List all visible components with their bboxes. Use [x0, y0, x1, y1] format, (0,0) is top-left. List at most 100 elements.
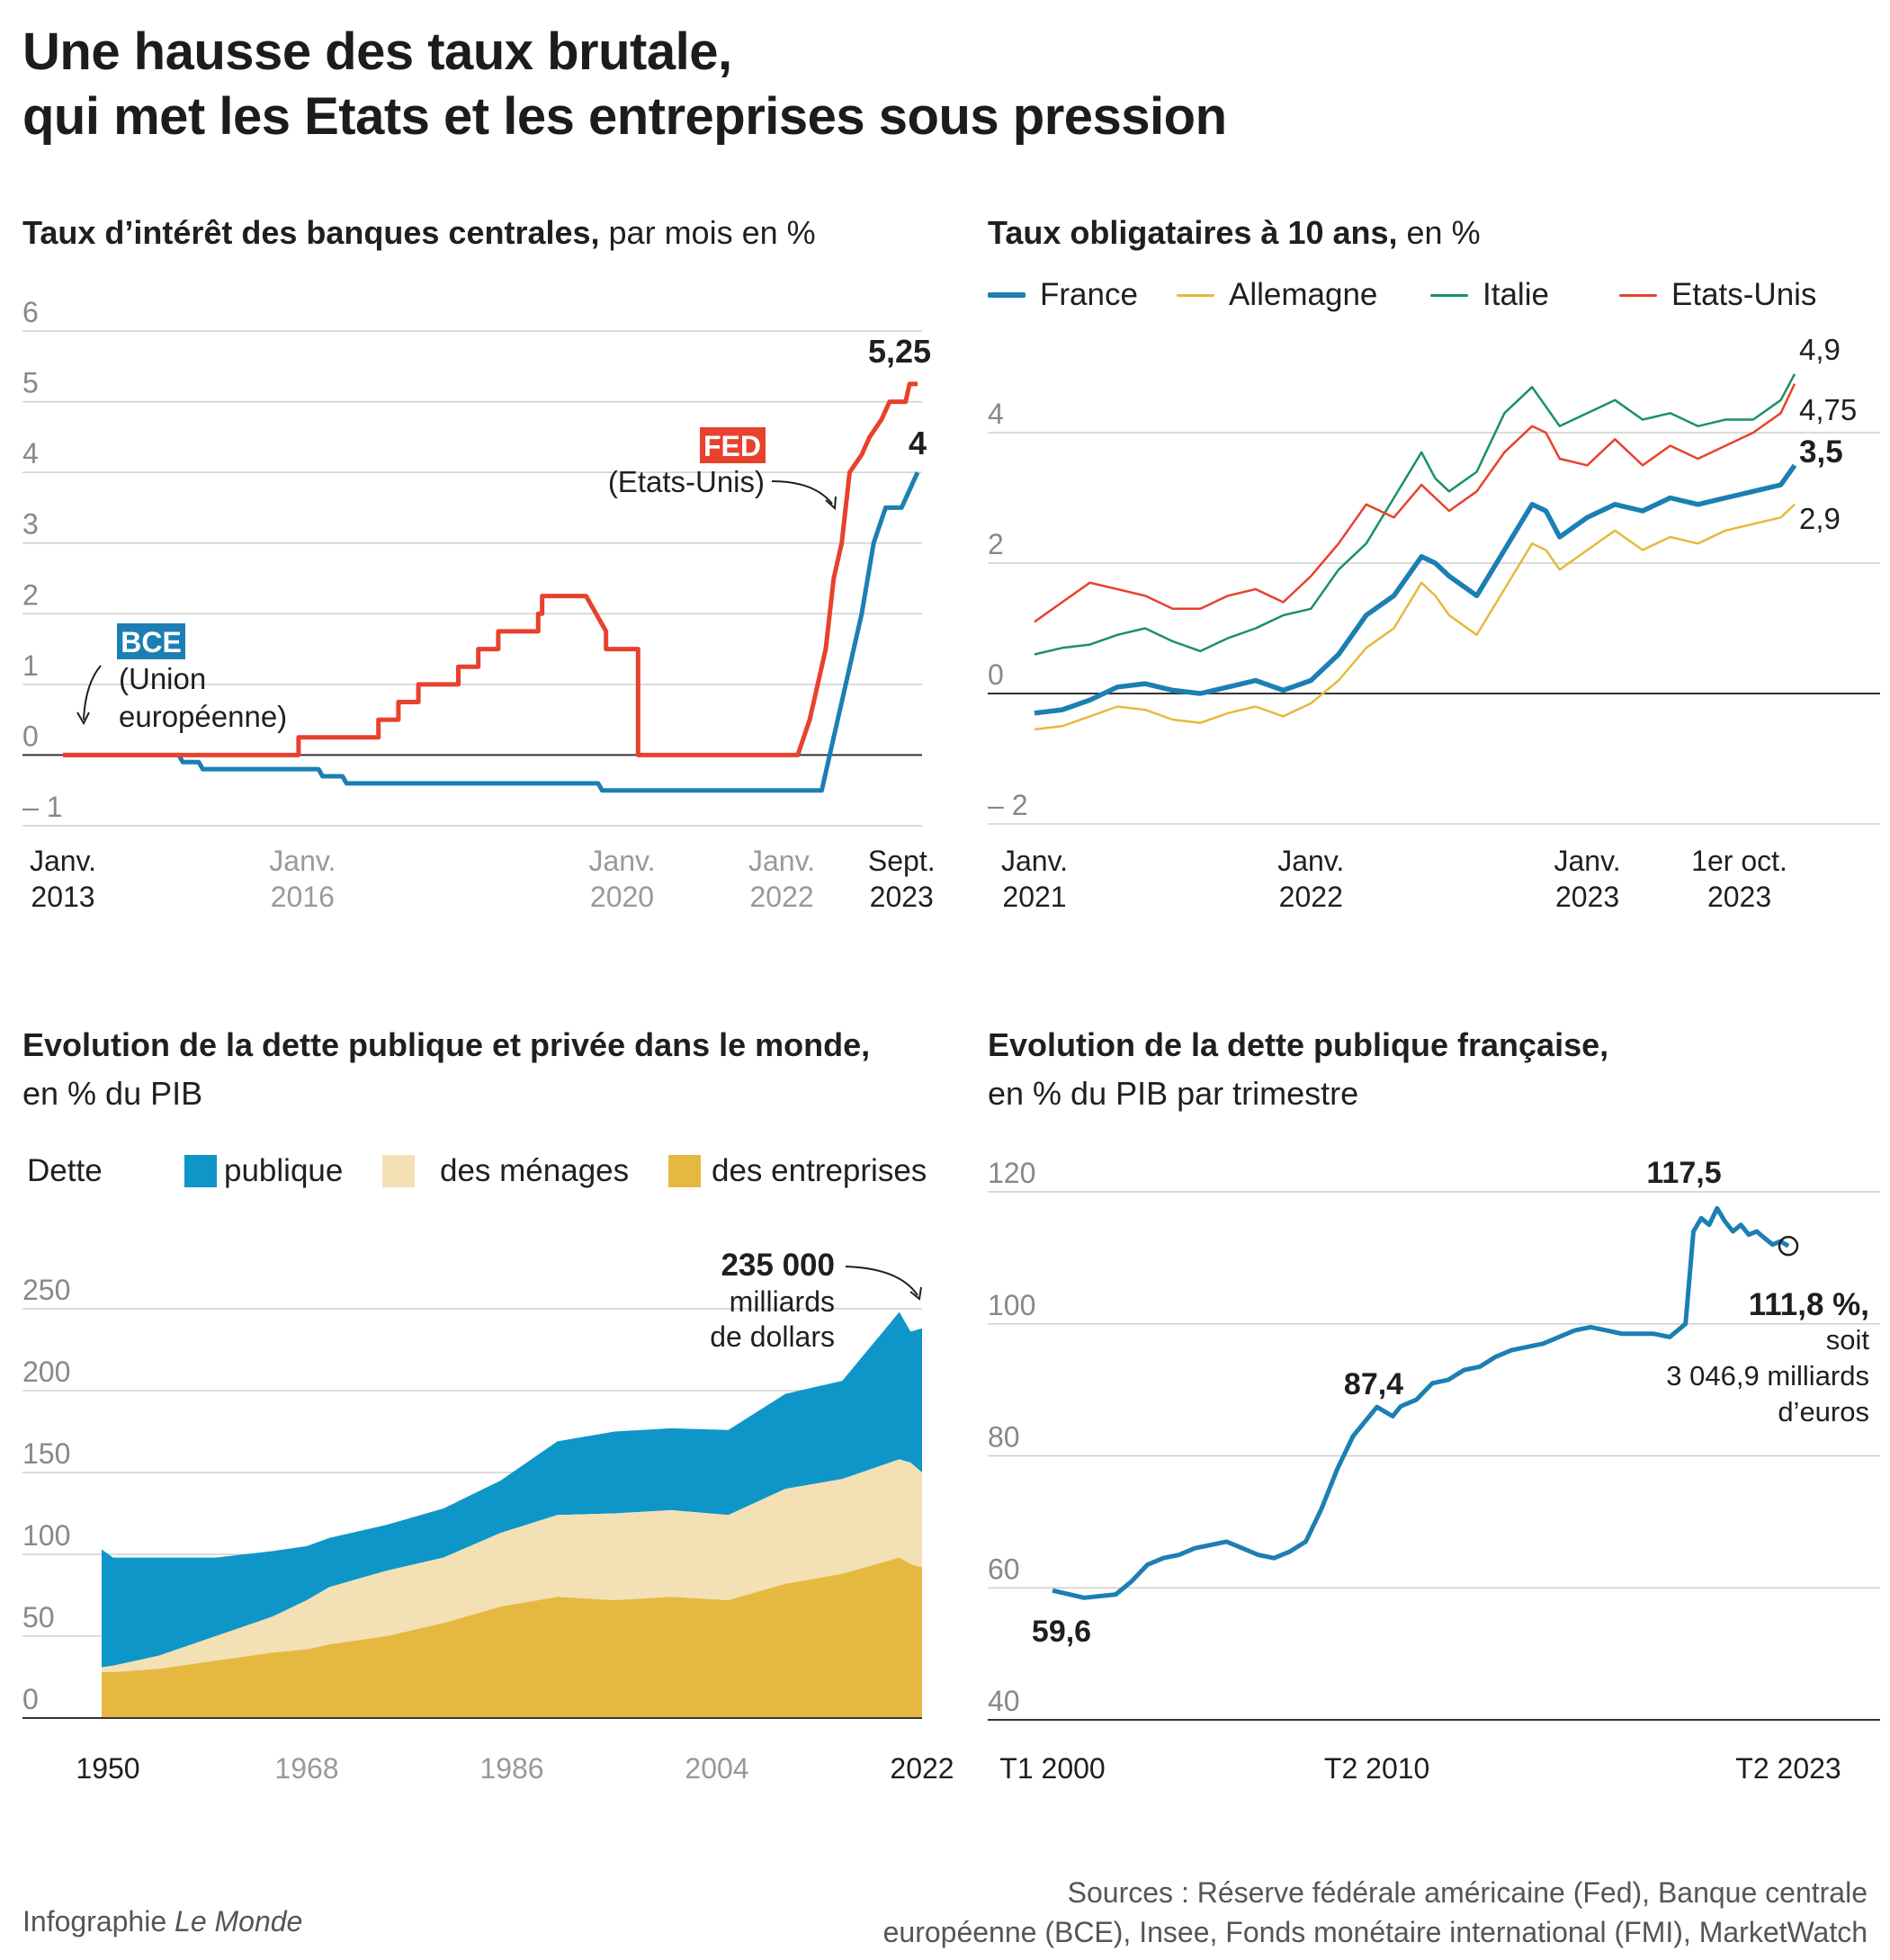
p1-x-tick-label: 2013 [31, 881, 94, 913]
p4-y-tick-label: 120 [988, 1157, 1035, 1189]
bce-annotation-arrow [83, 665, 102, 720]
p3-y-tick-label: 200 [22, 1356, 70, 1388]
legend-item-entreprises: des entreprises [668, 1153, 927, 1189]
etats-unis-end-label: 4,75 [1799, 393, 1857, 426]
debt-annotation-arrowhead [909, 1286, 922, 1301]
p1-x-tick-label: 2023 [870, 881, 934, 913]
fed-end-label: 5,25 [868, 333, 931, 370]
p1-y-tick-label: 5 [22, 367, 39, 399]
debt-annotation-unit: milliards [730, 1285, 835, 1318]
panel2-title-bold: Taux obligataires à 10 ans, [988, 214, 1398, 251]
p1-x-tick-label: Janv. [748, 845, 815, 877]
panel4-title: Evolution de la dette publique française… [988, 1021, 1608, 1118]
title-line-2: qui met les Etats et les entreprises sou… [22, 87, 1227, 146]
p4-x-tick-label: T1 2000 [999, 1752, 1105, 1785]
legend-swatch-italie [1430, 293, 1468, 297]
p1-x-tick-label: Janv. [588, 845, 655, 877]
bce-label-box [117, 623, 185, 659]
debt-annotation-unit: de dollars [710, 1320, 835, 1353]
p4-y-tick-label: 40 [988, 1685, 1020, 1717]
sources: Sources : Réserve fédérale américaine (F… [883, 1873, 1868, 1952]
p2-y-tick-label: 2 [988, 528, 1004, 560]
legend-item-etats-unis: Etats-Unis [1619, 277, 1816, 313]
panel4-title-line2: en % du PIB par trimestre [988, 1075, 1359, 1112]
debt-end-text: soit [1826, 1324, 1870, 1356]
bce-line [63, 471, 920, 793]
legend-swatch-france [988, 292, 1026, 298]
french-debt-line [1052, 1205, 1790, 1600]
p2-x-tick-label: 2022 [1279, 881, 1343, 913]
p1-y-tick-label: 4 [22, 437, 39, 470]
panel2-title: Taux obligataires à 10 ans, en % [988, 209, 1481, 257]
p4-y-tick-label: 60 [988, 1553, 1020, 1585]
legend-label-etats-unis: Etats-Unis [1671, 277, 1817, 312]
p3-x-tick-label: 1968 [274, 1752, 338, 1785]
p1-y-tick-label: 6 [22, 296, 39, 328]
p2-x-tick-label: 2021 [1002, 881, 1066, 913]
p4-x-tick-label: T2 2010 [1324, 1752, 1429, 1785]
legend-item-france: France [988, 277, 1138, 313]
allemagne-line [1034, 503, 1796, 731]
panel3-title-bold: Evolution de la dette publique et privée… [22, 1026, 871, 1063]
p1-y-tick-label: – 1 [22, 791, 62, 823]
debt-end-label: 111,8 %, [1749, 1287, 1869, 1322]
p1-x-tick-label: Janv. [30, 845, 96, 877]
sources-line-1: Sources : Réserve fédérale américaine (F… [1067, 1876, 1868, 1909]
legend-swatch-entreprises [668, 1155, 701, 1187]
panel1-title-rest: par mois en % [599, 214, 816, 251]
area-dette-publique [102, 1311, 922, 1668]
p2-x-tick-label: Janv. [1277, 845, 1344, 877]
debt-start-label: 59,6 [1032, 1615, 1091, 1649]
p2-x-tick-label: 2023 [1555, 881, 1619, 913]
panel1-title: Taux d’intérêt des banques centrales, pa… [22, 209, 816, 257]
fed-label: FED [703, 430, 761, 462]
french-debt-end-marker [1778, 1235, 1799, 1257]
p2-y-tick-label: – 2 [988, 789, 1027, 821]
p1-x-tick-label: 2022 [749, 881, 813, 913]
p3-y-tick-label: 250 [22, 1274, 70, 1306]
panel4-title-bold: Evolution de la dette publique française… [988, 1026, 1609, 1063]
p4-x-tick-label: T2 2023 [1735, 1752, 1841, 1785]
p3-x-tick-label: 1950 [76, 1752, 139, 1785]
france-end-label: 3,5 [1799, 434, 1843, 470]
bce-sublabel: (Union [119, 662, 206, 695]
p3-y-tick-label: 50 [22, 1601, 55, 1633]
debt-peak-label: 117,5 [1646, 1156, 1721, 1190]
p1-x-tick-label: 2020 [590, 881, 654, 913]
p3-x-tick-label: 1986 [479, 1752, 543, 1785]
legend-item-italie: Italie [1430, 277, 1549, 313]
p1-y-tick-label: 2 [22, 578, 39, 611]
italie-line [1034, 373, 1796, 656]
legend-label-italie: Italie [1482, 277, 1549, 312]
p3-y-tick-label: 100 [22, 1519, 70, 1552]
p1-y-tick-label: 0 [22, 720, 39, 752]
p2-x-tick-label: Janv. [1001, 845, 1068, 877]
legend-label-menages: des ménages [440, 1153, 630, 1188]
title-line-1: Une hausse des taux brutale, [22, 22, 732, 81]
sources-line-2: européenne (BCE), Insee, Fonds monétaire… [882, 1916, 1868, 1948]
panel3-title: Evolution de la dette publique et privée… [22, 1021, 870, 1118]
debt-end-text: d’euros [1778, 1396, 1869, 1427]
fed-annotation-arrow [771, 480, 833, 505]
bce-annotation-arrowhead [76, 712, 90, 726]
debt-end-text: 3 046,9 milliards [1666, 1360, 1869, 1392]
legend-label-allemagne: Allemagne [1229, 277, 1378, 312]
legend-swatch-menages [382, 1155, 415, 1187]
fed-label-box [700, 427, 766, 463]
p2-x-tick-label: 2023 [1707, 881, 1771, 913]
fed-annotation-arrowhead [825, 496, 837, 511]
legend-label-france: France [1040, 277, 1138, 312]
panel3-title-line2: en % du PIB [22, 1075, 203, 1112]
p3-y-tick-label: 0 [22, 1683, 39, 1715]
p3-x-tick-label: 2022 [890, 1752, 954, 1785]
p1-y-tick-label: 1 [22, 649, 39, 682]
p2-x-tick-label: Janv. [1554, 845, 1620, 877]
credit: Infographie Le Monde [22, 1905, 302, 1938]
legend-title-dette: Dette [27, 1153, 103, 1188]
legend-swatch-allemagne [1177, 293, 1214, 297]
p1-y-tick-label: 3 [22, 508, 39, 541]
p3-y-tick-label: 150 [22, 1437, 70, 1470]
debt-annotation-arrow [845, 1266, 918, 1296]
fed-line [63, 381, 918, 757]
